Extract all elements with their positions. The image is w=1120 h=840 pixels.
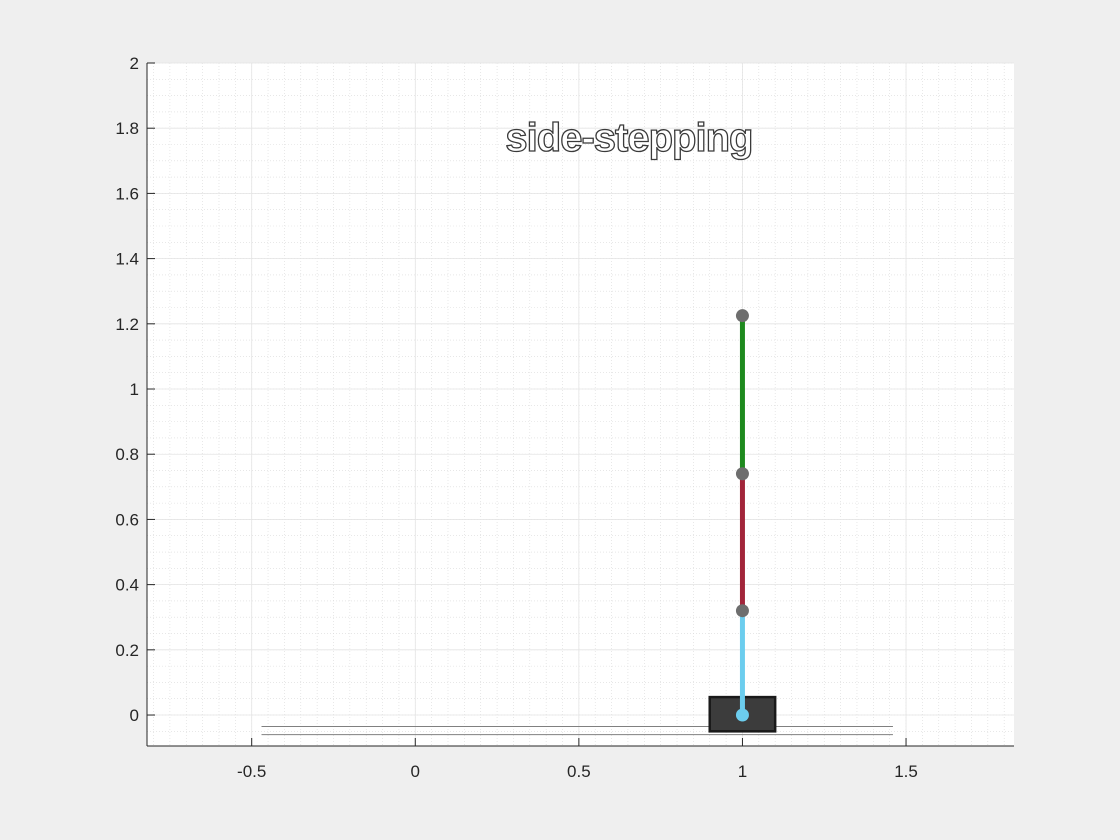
y-axis-ticks: 0 0.2 0.4 0.6 0.8 1 1.2 1.4 1.6 1.8 2 xyxy=(115,54,155,725)
pendulum-joint-2 xyxy=(735,604,749,618)
pendulum-joint-3 xyxy=(735,467,749,481)
x-axis-ticks: -0.5 0 0.5 1 1.5 xyxy=(237,738,918,781)
y-tick-label: 0 xyxy=(130,706,139,725)
ground xyxy=(261,725,893,736)
axes-background xyxy=(147,63,1014,746)
x-tick-label: 0 xyxy=(411,762,420,781)
axis-lines xyxy=(146,63,1014,747)
side-stepping-annotation: side-stepping xyxy=(505,116,752,160)
y-tick-label: 2 xyxy=(130,54,139,73)
y-tick-label: 0.4 xyxy=(115,576,139,595)
y-tick-label: 1.2 xyxy=(115,315,139,334)
pendulum-joint-4 xyxy=(735,309,749,323)
y-tick-label: 0.2 xyxy=(115,641,139,660)
y-tick-label: 1.4 xyxy=(115,250,139,269)
y-tick-label: 1.6 xyxy=(115,184,139,203)
x-tick-label: 1.5 xyxy=(894,762,918,781)
x-tick-label: 0.5 xyxy=(567,762,591,781)
x-tick-label: -0.5 xyxy=(237,762,266,781)
x-tick-label: 1 xyxy=(738,762,747,781)
pendulum-joints xyxy=(735,309,749,722)
y-tick-label: 0.8 xyxy=(115,445,139,464)
y-tick-label: 1.8 xyxy=(115,119,139,138)
y-tick-label: 1 xyxy=(130,380,139,399)
pendulum-joint-1 xyxy=(735,708,749,722)
y-tick-label: 0.6 xyxy=(115,510,139,529)
